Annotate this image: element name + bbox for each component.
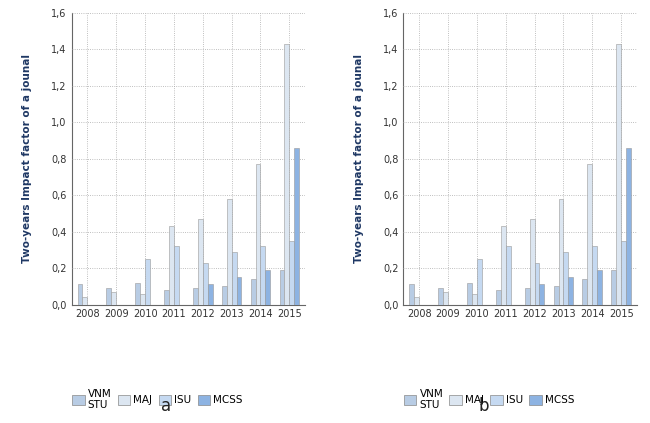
Bar: [616, 44, 621, 305]
Bar: [506, 246, 511, 305]
Bar: [237, 277, 241, 305]
Bar: [588, 164, 592, 305]
Bar: [558, 199, 564, 305]
Bar: [501, 226, 506, 305]
Bar: [554, 286, 558, 305]
Bar: [534, 263, 540, 305]
Bar: [540, 285, 545, 305]
Bar: [135, 283, 140, 305]
Bar: [611, 270, 616, 305]
Bar: [525, 288, 530, 305]
Bar: [107, 288, 111, 305]
Text: a: a: [161, 397, 171, 415]
Bar: [597, 270, 602, 305]
Bar: [530, 219, 534, 305]
Y-axis label: Two-years Impact factor of a jounal: Two-years Impact factor of a jounal: [21, 54, 32, 263]
Bar: [164, 290, 169, 305]
Bar: [626, 148, 631, 305]
Bar: [294, 148, 299, 305]
Bar: [169, 226, 174, 305]
Bar: [410, 285, 414, 305]
Bar: [582, 279, 588, 305]
Bar: [467, 283, 472, 305]
Bar: [203, 263, 207, 305]
Bar: [227, 199, 231, 305]
Bar: [140, 294, 145, 305]
Bar: [222, 286, 227, 305]
Bar: [621, 241, 626, 305]
Legend: VNM
STU, MAJ, ISU, MCSS: VNM STU, MAJ, ISU, MCSS: [72, 389, 242, 410]
Bar: [111, 292, 116, 305]
Bar: [251, 279, 255, 305]
Bar: [568, 277, 573, 305]
Bar: [438, 288, 443, 305]
Bar: [592, 246, 597, 305]
Bar: [289, 241, 294, 305]
Legend: VNM
STU, MAJ, ISU, MCSS: VNM STU, MAJ, ISU, MCSS: [404, 389, 575, 410]
Bar: [265, 270, 270, 305]
Bar: [477, 259, 482, 305]
Y-axis label: Two-years Impact factor of a jounal: Two-years Impact factor of a jounal: [354, 54, 363, 263]
Bar: [174, 246, 179, 305]
Bar: [231, 252, 237, 305]
Bar: [198, 219, 203, 305]
Bar: [77, 285, 83, 305]
Text: b: b: [479, 397, 489, 415]
Bar: [280, 270, 285, 305]
Bar: [414, 297, 419, 305]
Bar: [443, 292, 448, 305]
Bar: [564, 252, 568, 305]
Bar: [255, 164, 261, 305]
Bar: [193, 288, 198, 305]
Bar: [285, 44, 289, 305]
Bar: [83, 297, 87, 305]
Bar: [261, 246, 265, 305]
Bar: [496, 290, 501, 305]
Bar: [145, 259, 150, 305]
Bar: [207, 285, 213, 305]
Bar: [472, 294, 477, 305]
